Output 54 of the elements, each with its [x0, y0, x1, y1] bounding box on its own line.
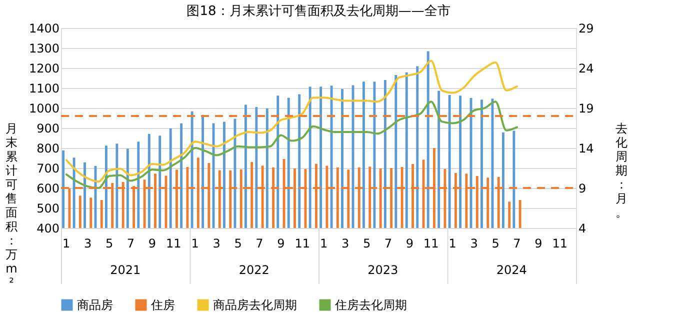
- x-tick-label: 9: [406, 236, 414, 250]
- x-tick-label: 11: [294, 236, 310, 250]
- y-tick-label: 600: [36, 182, 60, 196]
- y2-tick-label: 24: [578, 62, 594, 76]
- x-tick-label: 3: [470, 236, 478, 250]
- line-series: [65, 60, 518, 183]
- legend-label: 住房去化周期: [334, 298, 407, 312]
- x-tick-label: 7: [126, 236, 135, 250]
- x-tick-label: 5: [362, 236, 371, 250]
- x-tick-label: 7: [256, 236, 264, 250]
- text: 2022: [238, 263, 270, 277]
- line-series: [65, 100, 518, 189]
- x-tick-label: 11: [424, 236, 439, 250]
- x-tick-label: 9: [148, 236, 156, 250]
- y-tick-label: 1300: [28, 42, 60, 56]
- y-tick-label: 400: [36, 222, 60, 236]
- x-tick-label: 3: [84, 236, 92, 250]
- x-tick-label: 5: [492, 236, 500, 250]
- y-tick-label: 800: [36, 142, 60, 156]
- text: 2024: [496, 263, 527, 277]
- x-tick-label: 3: [212, 236, 220, 250]
- x-tick-label: 1: [320, 236, 328, 250]
- y-tick-label: 1400: [28, 22, 60, 36]
- x-tick-label: 11: [166, 236, 182, 250]
- legend-label: 住房: [150, 298, 175, 312]
- y-tick-label: 500: [36, 202, 60, 216]
- y2-axis-title: 去化周期：月。: [616, 122, 628, 220]
- text: 2021: [110, 263, 141, 277]
- x-tick-label: 5: [234, 236, 242, 250]
- y-tick-label: 1200: [28, 62, 60, 76]
- y2-tick-label: 14: [578, 142, 594, 156]
- y2-tick-label: 4: [578, 222, 586, 236]
- x-tick-label: 9: [534, 236, 542, 250]
- x-tick-label: 7: [384, 236, 392, 250]
- y2-tick-label: 19: [578, 102, 594, 116]
- y2-tick-label: 29: [578, 22, 594, 36]
- text: 月末累计可售面积：万m²: [6, 122, 18, 290]
- x-tick-label: 3: [342, 236, 350, 250]
- chart-title: 图18：月末累计可售面积及去化周期——全市: [186, 4, 450, 19]
- x-tick-label: 5: [105, 236, 114, 250]
- y-tick-label: 900: [36, 122, 60, 136]
- y2-tick-label: 9: [578, 182, 586, 196]
- y-tick-label: 1100: [28, 82, 60, 96]
- x-tick-label: 1: [62, 236, 70, 250]
- x-tick-label: 9: [277, 236, 285, 250]
- legend-label: 商品房去化周期: [213, 298, 297, 312]
- y-tick-label: 1000: [28, 102, 60, 116]
- x-tick-label: 7: [513, 236, 521, 250]
- text: 2023: [368, 263, 398, 277]
- x-tick-label: 11: [552, 236, 568, 250]
- y-tick-label: 700: [36, 162, 60, 176]
- legend-label: 商品房: [77, 298, 113, 312]
- x-tick-label: 1: [191, 236, 199, 250]
- x-tick-label: 1: [448, 236, 456, 250]
